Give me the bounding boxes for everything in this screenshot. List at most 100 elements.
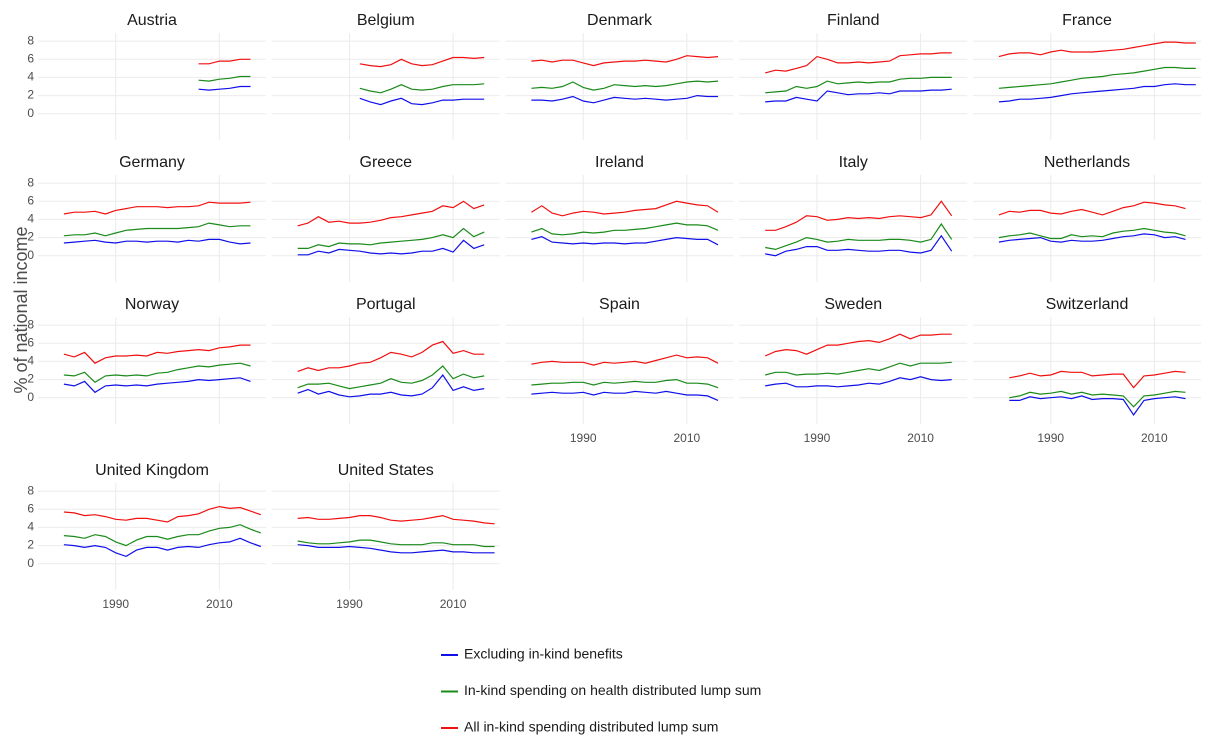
y-tick-label: 2: [27, 88, 34, 102]
y-tick-label: 6: [27, 501, 34, 515]
y-tick-label: 0: [27, 106, 34, 120]
x-tick-label: 2010: [440, 597, 467, 611]
series-line: [297, 365, 485, 390]
x-tick-label: 1990: [570, 431, 597, 445]
panel-title: Finland: [827, 12, 879, 29]
series-line: [998, 83, 1196, 103]
series-line: [531, 222, 719, 236]
series-line: [765, 376, 952, 388]
panel-title: Portugal: [356, 296, 416, 313]
series-line: [531, 80, 719, 91]
panel-title: Italy: [839, 154, 868, 171]
series-line: [297, 200, 485, 227]
y-tick-label: 8: [27, 317, 34, 331]
series-line: [198, 58, 251, 65]
panel-title: Sweden: [824, 296, 882, 313]
series-line: [531, 200, 719, 217]
series-line: [531, 354, 719, 366]
series-line: [1009, 390, 1186, 408]
series-line: [998, 41, 1196, 58]
series-line: [359, 83, 485, 94]
series-line: [63, 537, 262, 558]
series-line: [531, 236, 719, 246]
series-line: [765, 76, 952, 94]
x-tick-label: 2010: [907, 431, 934, 445]
y-tick-label: 4: [27, 70, 34, 84]
y-tick-label: 0: [27, 248, 34, 262]
series-line: [63, 505, 261, 523]
y-tick-label: 2: [27, 538, 34, 552]
series-line: [998, 233, 1186, 243]
series-line: [297, 239, 485, 256]
series-line: [531, 94, 718, 104]
series-line: [63, 344, 251, 364]
series-line: [297, 539, 495, 548]
series-line: [297, 544, 495, 554]
series-line: [765, 222, 953, 251]
y-tick-label: 8: [27, 483, 34, 497]
y-tick-label: 0: [27, 390, 34, 404]
y-tick-label: 4: [27, 212, 34, 226]
x-tick-label: 2010: [1141, 431, 1168, 445]
series-line: [765, 361, 952, 376]
x-tick-label: 1990: [102, 597, 129, 611]
y-tick-label: 2: [27, 230, 34, 244]
series-line: [63, 238, 251, 245]
panel-title: Denmark: [587, 12, 653, 29]
panel-title: Germany: [119, 154, 185, 171]
series-line: [1009, 370, 1186, 389]
series-line: [531, 390, 719, 401]
series-line: [63, 201, 251, 215]
legend-label: All in-kind spending distributed lump su…: [464, 719, 718, 735]
series-line: [297, 373, 485, 398]
panel-title: Greece: [360, 154, 413, 171]
y-tick-label: 2: [27, 372, 34, 386]
x-tick-label: 2010: [206, 597, 233, 611]
series-line: [531, 378, 719, 389]
series-line: [198, 85, 251, 91]
series-line: [63, 377, 251, 394]
x-tick-label: 1990: [1037, 431, 1064, 445]
panel-title: Austria: [127, 12, 177, 29]
x-tick-label: 1990: [804, 431, 831, 445]
legend-label: Excluding in-kind benefits: [464, 646, 623, 662]
panel-title: France: [1062, 12, 1112, 29]
panel-title: Belgium: [357, 12, 415, 29]
panel-title: United States: [338, 462, 434, 479]
y-tick-label: 8: [27, 33, 34, 47]
y-tick-label: 8: [27, 175, 34, 189]
series-line: [765, 52, 952, 74]
series-line: [297, 514, 495, 525]
panel-title: Ireland: [595, 154, 644, 171]
y-tick-label: 0: [27, 556, 34, 570]
series-line: [297, 227, 485, 249]
series-line: [764, 333, 952, 357]
panel-title: United Kingdom: [95, 462, 209, 479]
panel-title: Netherlands: [1044, 154, 1130, 171]
x-tick-label: 1990: [336, 597, 363, 611]
panel-title: Spain: [599, 296, 640, 313]
series-line: [998, 66, 1196, 89]
series-line: [297, 340, 485, 372]
series-line: [1009, 395, 1186, 416]
y-tick-label: 4: [27, 354, 34, 368]
y-tick-label: 4: [27, 520, 34, 534]
x-tick-label: 2010: [674, 431, 701, 445]
y-tick-label: 6: [27, 193, 34, 207]
panel-title: Switzerland: [1046, 296, 1129, 313]
series-line: [531, 55, 719, 67]
y-tick-label: 6: [27, 51, 34, 65]
panel-title: Norway: [125, 296, 179, 313]
series-line: [765, 200, 953, 231]
legend-label: In-kind spending on health distributed l…: [464, 682, 761, 698]
series-line: [765, 234, 953, 257]
series-line: [198, 75, 251, 82]
series-line: [765, 88, 952, 103]
y-tick-label: 6: [27, 335, 34, 349]
series-line: [63, 362, 251, 384]
y-axis-label: % of national income: [11, 226, 31, 393]
series-line: [359, 56, 485, 68]
series-line: [998, 201, 1186, 216]
series-line: [63, 222, 251, 237]
